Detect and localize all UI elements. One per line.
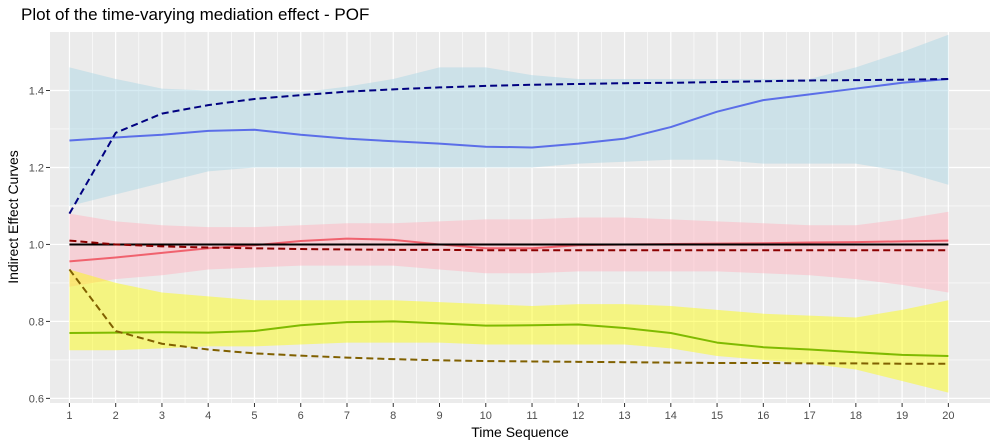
y-tick-label: 0.8 — [29, 316, 44, 328]
x-tick-label: 6 — [298, 410, 304, 422]
x-tick-label: 18 — [850, 410, 862, 422]
x-tick-label: 10 — [480, 410, 492, 422]
chart-title: Plot of the time-varying mediation effec… — [21, 5, 369, 24]
series-line-dashed — [68, 268, 949, 365]
x-axis-title: Time Sequence — [471, 424, 569, 440]
confidence-band — [69, 34, 949, 206]
confidence-band — [69, 211, 949, 293]
x-tick-label: 5 — [251, 410, 257, 422]
x-tick-label: 12 — [572, 410, 584, 422]
x-tick-label: 3 — [159, 410, 165, 422]
x-tick-label: 7 — [344, 410, 350, 422]
x-tick-label: 8 — [390, 410, 396, 422]
x-tick-label: 1 — [66, 410, 72, 422]
x-tick-label: 9 — [436, 410, 442, 422]
x-tick-label: 20 — [942, 410, 954, 422]
x-axis-ticks: 1 2 3 4 5 6 7 8 9 10 11 12 13 14 15 16 17 18 19 20 — [66, 403, 954, 422]
y-tick-label: 1.0 — [29, 239, 44, 251]
x-tick-label: 16 — [757, 410, 769, 422]
y-tick-label: 0.6 — [29, 393, 44, 405]
series-line — [69, 320, 949, 358]
y-axis-title: Indirect Effect Curves — [5, 150, 21, 284]
x-tick-label: 13 — [618, 410, 630, 422]
x-tick-label: 19 — [896, 410, 908, 422]
x-tick-label: 11 — [526, 410, 537, 422]
y-tick-label: 1.2 — [29, 162, 44, 174]
series-line — [69, 77, 949, 149]
series-line-dashed — [69, 239, 949, 252]
x-tick-label: 17 — [803, 410, 815, 422]
y-axis-ticks: 0.6 0.8 1.0 1.2 1.4 — [29, 85, 50, 405]
x-tick-label: 4 — [205, 410, 211, 422]
x-tick-label: 15 — [711, 410, 723, 422]
confidence-bands — [69, 34, 949, 393]
x-tick-label: 2 — [113, 410, 119, 422]
y-tick-label: 1.4 — [29, 85, 44, 97]
x-tick-label: 14 — [665, 410, 677, 422]
series-line-dashed — [68, 77, 949, 215]
confidence-band — [69, 269, 949, 393]
series-lines — [68, 77, 949, 365]
